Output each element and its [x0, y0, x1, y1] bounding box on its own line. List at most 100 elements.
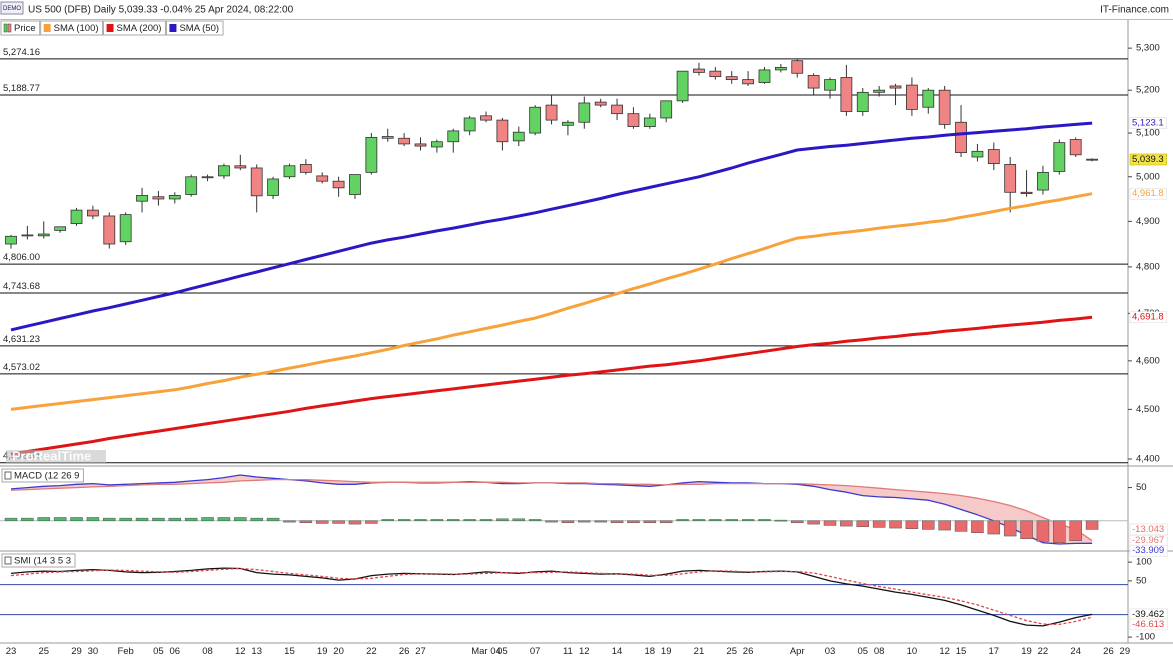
histogram-bar — [545, 520, 558, 523]
y-tick-label: 5,200 — [1136, 85, 1160, 96]
brand: IT-Finance.com — [1100, 5, 1169, 16]
y-tick-label: 100 — [1136, 557, 1152, 568]
candle-body — [250, 167, 263, 197]
candle-body — [119, 214, 132, 243]
x-tick-label: 24 — [1070, 646, 1081, 657]
panel-legend-icon — [4, 556, 12, 565]
histogram-bar — [414, 519, 427, 522]
candle-body — [218, 165, 230, 177]
candle-body — [807, 74, 820, 89]
histogram-bar — [954, 520, 968, 532]
candle-body — [316, 175, 329, 182]
histogram-bar — [266, 517, 280, 522]
candle-body — [873, 89, 886, 93]
y-tick-label: 50 — [1136, 575, 1147, 586]
histogram-bar — [709, 519, 722, 522]
y-tick-label: 50 — [1136, 482, 1147, 493]
x-tick-label: Apr — [790, 646, 805, 657]
x-tick-label: 22 — [1038, 646, 1049, 657]
x-tick-label: 26 — [399, 646, 410, 657]
candle-body — [922, 89, 935, 108]
histogram-bar — [512, 518, 526, 522]
histogram-bar — [397, 519, 411, 522]
x-tick-label: 30 — [88, 646, 99, 657]
candle-body — [349, 174, 361, 195]
histogram-bar — [725, 519, 738, 522]
histogram-bar — [4, 517, 18, 522]
level-label: 4,573.02 — [3, 362, 40, 373]
y-tick-label: 5,100 — [1136, 128, 1160, 139]
watermark: ProRealTime — [12, 448, 91, 463]
x-tick-label: 18 — [645, 646, 656, 657]
candle-body — [152, 196, 165, 200]
x-tick-label: 25 — [726, 646, 737, 657]
legend-swatch — [43, 24, 51, 32]
candle-body — [267, 178, 279, 196]
legend-label: SMA (50) — [179, 23, 219, 34]
candle-body — [824, 79, 836, 91]
candle-body — [1086, 158, 1098, 161]
candle-body — [578, 102, 591, 123]
histogram-bar — [53, 517, 67, 522]
candle-body — [332, 180, 345, 189]
histogram-bar — [463, 519, 476, 522]
series-line — [10, 192, 1093, 411]
candle-body — [791, 60, 804, 74]
histogram-bar — [381, 519, 394, 522]
x-tick-label: 07 — [530, 646, 541, 657]
histogram-bar — [1085, 520, 1099, 530]
histogram-bar — [1053, 520, 1066, 543]
legend-box — [103, 20, 166, 36]
end-label: 4,691.8 — [1132, 312, 1164, 323]
y-tick-label: 4,400 — [1136, 453, 1160, 464]
candle-body — [1053, 142, 1066, 172]
candle-body — [201, 176, 214, 179]
legend-box — [165, 20, 224, 36]
legend-swatch — [7, 23, 12, 33]
candle-body — [1004, 164, 1017, 193]
demo-badge — [0, 1, 24, 15]
candle-body — [1037, 171, 1049, 191]
x-tick-label: 15 — [956, 646, 967, 657]
candle-body — [283, 165, 296, 178]
x-tick-label: 26 — [743, 646, 754, 657]
end-label: 4,961.8 — [1132, 188, 1164, 199]
level-label-bg — [1, 82, 43, 93]
panel-legend-box — [1, 553, 76, 568]
histogram-bar — [905, 520, 919, 530]
x-tick-label: 08 — [202, 646, 213, 657]
series-line — [10, 121, 1093, 332]
candle-body — [774, 66, 787, 71]
x-tick-label: 08 — [874, 646, 885, 657]
histogram-bar — [856, 520, 870, 528]
histogram-bar — [119, 517, 132, 522]
histogram-bar — [627, 520, 640, 524]
y-tick-label: 4,800 — [1136, 261, 1160, 272]
x-tick-label: 20 — [333, 646, 344, 657]
x-tick-label: Mar 04 — [471, 646, 501, 657]
x-tick-label: 06 — [170, 646, 181, 657]
end-label: -33.909 — [1132, 545, 1164, 556]
legend-swatch — [3, 23, 8, 33]
candle-body — [512, 131, 525, 142]
candle-body — [447, 130, 460, 143]
histogram-bar — [348, 520, 362, 525]
histogram-bar — [1036, 520, 1050, 542]
candle-body — [37, 233, 50, 237]
x-tick-label: 12 — [939, 646, 950, 657]
series-line — [10, 567, 1093, 627]
histogram-bar — [1020, 520, 1033, 539]
y-tick-label: -100 — [1136, 632, 1155, 643]
candle-body — [496, 119, 509, 143]
histogram-bar — [692, 519, 706, 522]
end-label: 5,123.1 — [1132, 118, 1164, 129]
candle-body — [742, 79, 754, 85]
candle-body — [54, 226, 67, 231]
y-tick-label: 4,600 — [1136, 355, 1160, 366]
histogram-bar — [741, 519, 755, 522]
x-tick-label: 19 — [1021, 646, 1032, 657]
header-title: US 500 (DFB) Daily 5,039.33 -0.04% 25 Ap… — [28, 5, 294, 16]
x-tick-label: 26 — [1103, 646, 1114, 657]
x-tick-label: 13 — [251, 646, 262, 657]
